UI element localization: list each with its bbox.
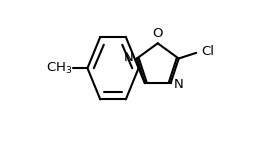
Text: N: N [124,51,134,64]
Text: N: N [174,78,183,91]
Text: O: O [153,27,163,40]
Text: CH$_3$: CH$_3$ [46,61,73,76]
Text: Cl: Cl [201,45,214,58]
